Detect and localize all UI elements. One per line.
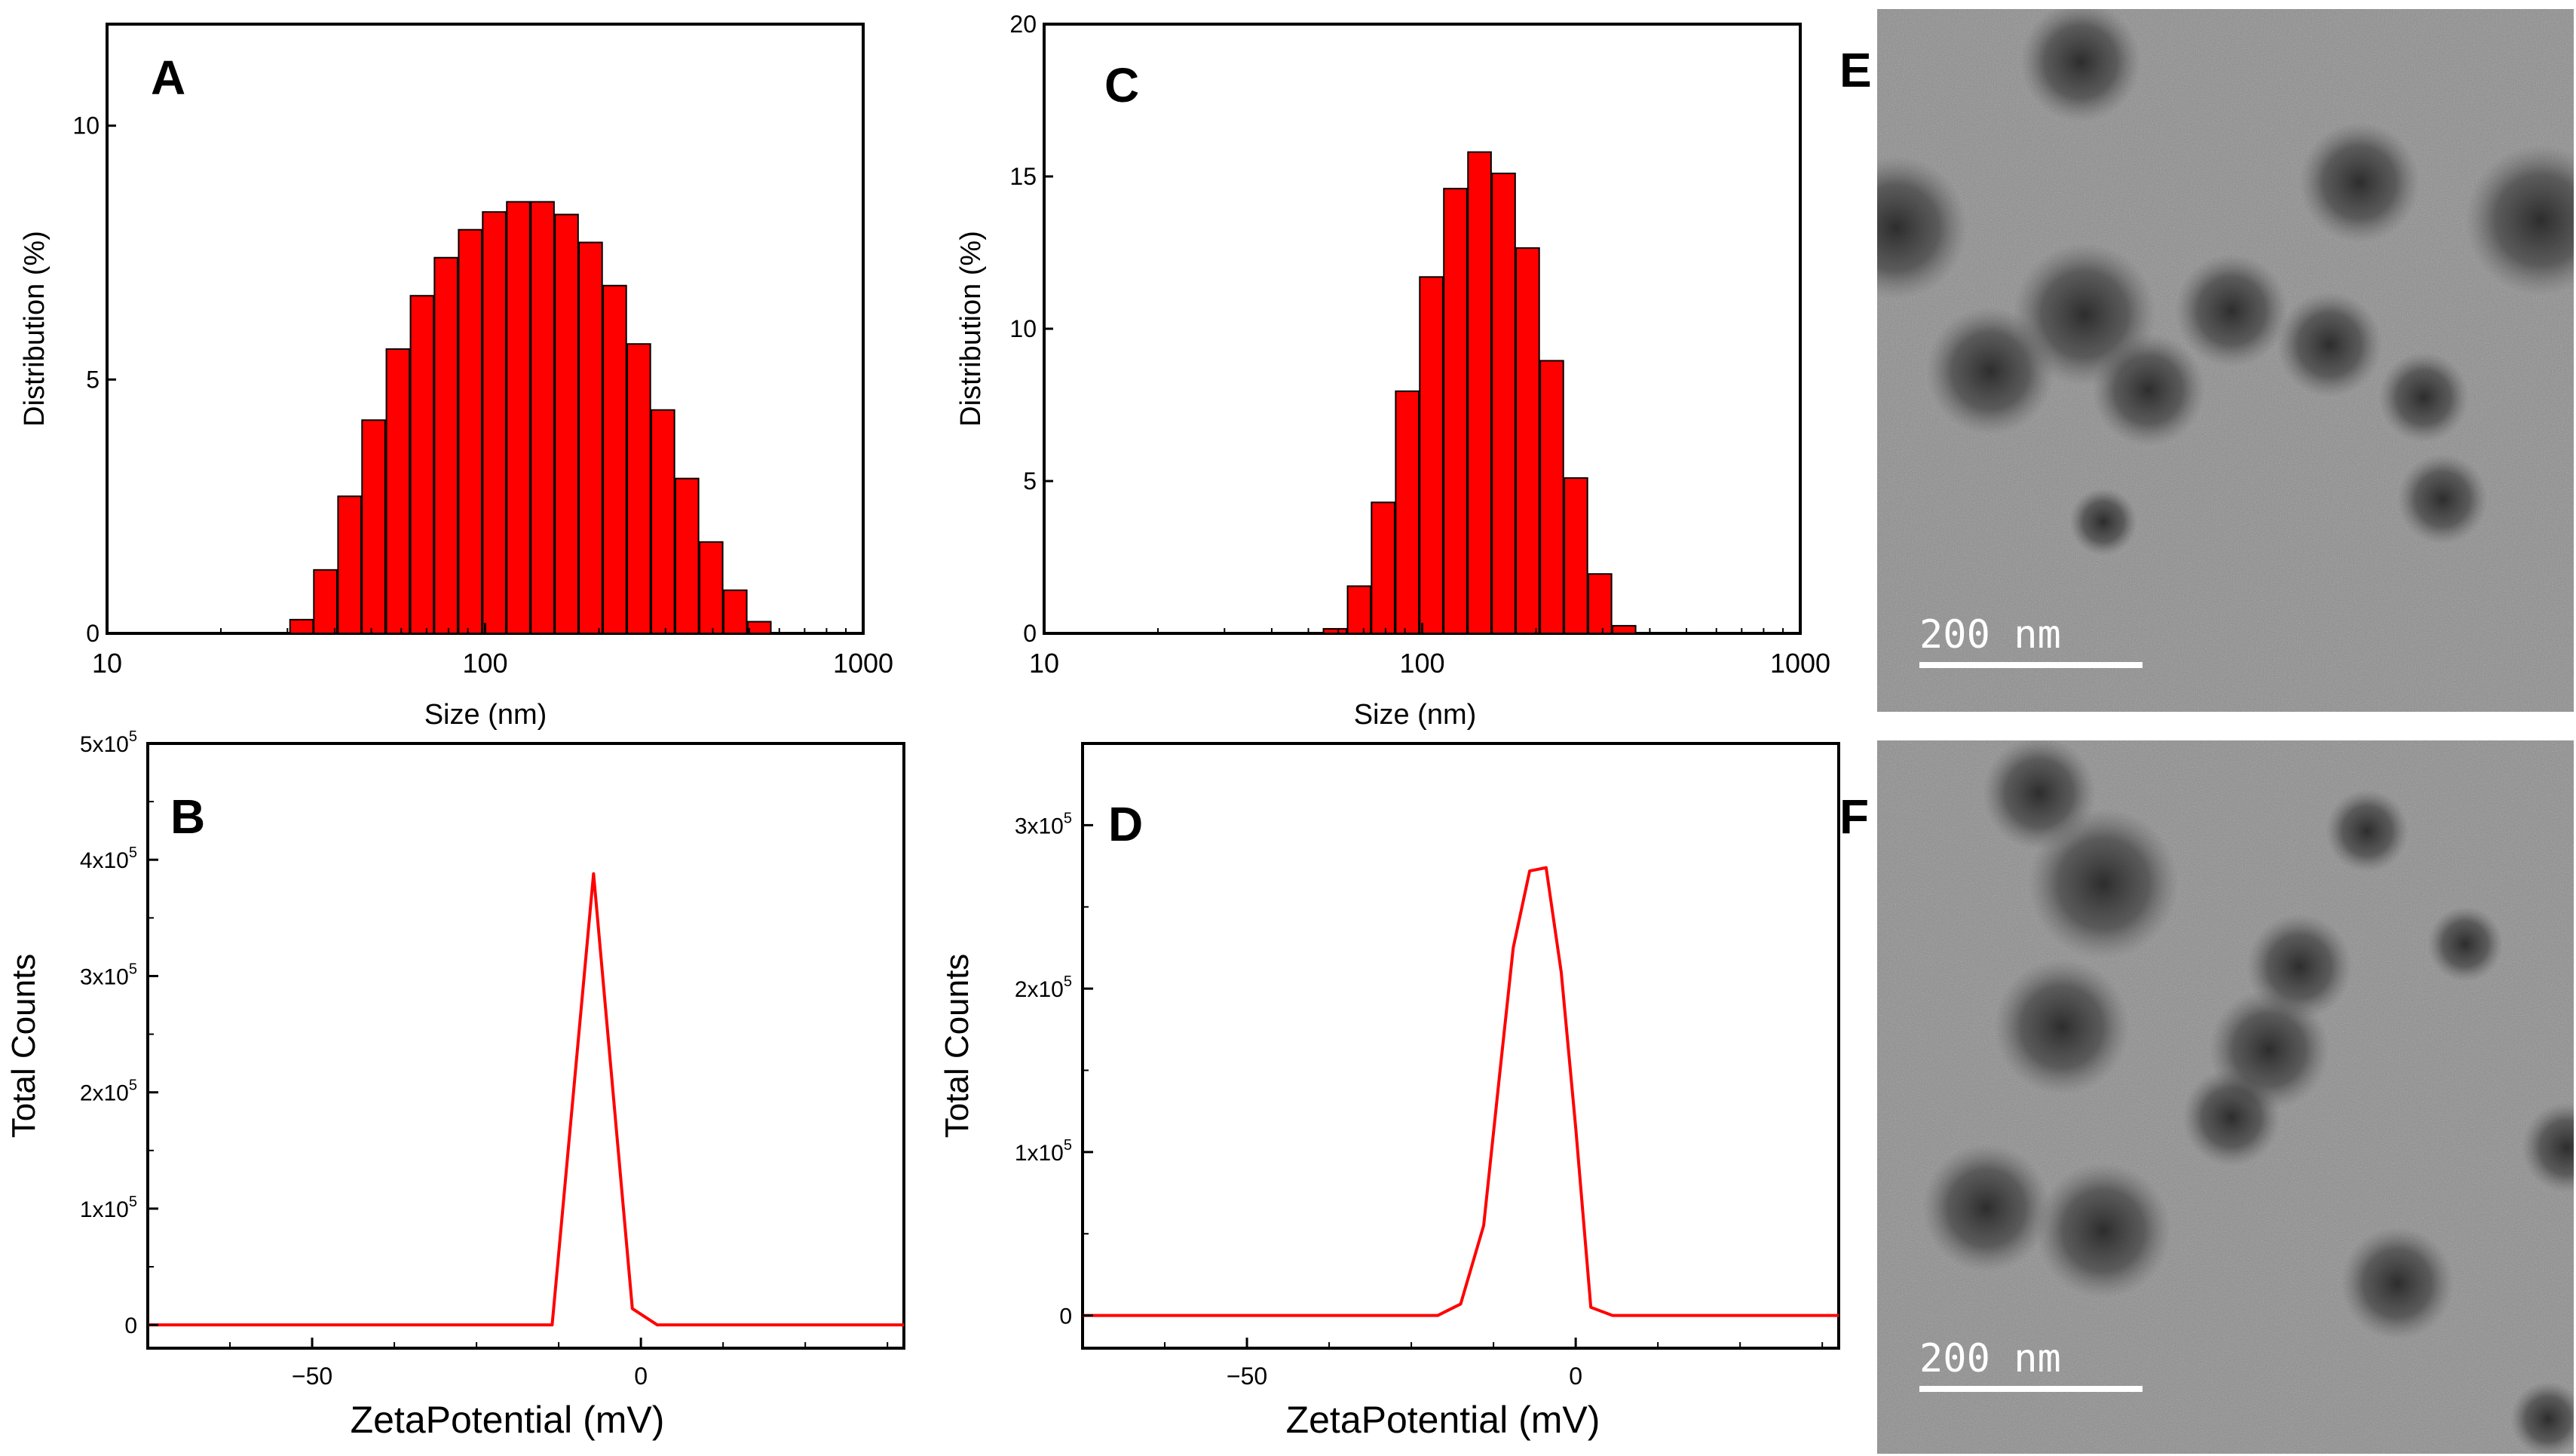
y-tick-label: 10 bbox=[72, 112, 100, 139]
bar bbox=[1395, 390, 1420, 634]
tem-e-scalebar-label: 200 nm bbox=[1919, 612, 2061, 657]
bar bbox=[1371, 501, 1395, 635]
y-tick-label: 2x105 bbox=[80, 1077, 137, 1106]
chart-c-ylabel: Distribution (%) bbox=[955, 231, 987, 427]
x-tick-label: 1000 bbox=[1770, 648, 1830, 679]
chart-a-size-distribution: A 0 5 10 10 100 1000 Size (nm) Distribution (… bbox=[19, 23, 893, 731]
bar bbox=[554, 213, 579, 634]
bar bbox=[626, 343, 651, 634]
y-tick-label: 5x105 bbox=[80, 728, 137, 757]
tem-e-scalebar bbox=[1919, 662, 2143, 668]
series-line bbox=[148, 872, 904, 1327]
y-tick-label: 10 bbox=[1009, 315, 1037, 342]
bar bbox=[289, 618, 314, 635]
chart-d-frame bbox=[1081, 742, 1840, 1350]
y-tick-label: 15 bbox=[1009, 163, 1037, 190]
chart-b-frame bbox=[146, 742, 905, 1350]
bar bbox=[578, 241, 603, 634]
bar bbox=[409, 295, 435, 634]
x-tick-label: 0 bbox=[634, 1363, 648, 1390]
bar bbox=[675, 477, 700, 635]
bar bbox=[506, 201, 531, 634]
bar bbox=[1515, 247, 1540, 634]
bar bbox=[1491, 172, 1516, 634]
bar bbox=[433, 256, 458, 634]
bar bbox=[1588, 573, 1613, 634]
y-tick-label: 3x105 bbox=[1015, 810, 1072, 838]
x-tick-label: 100 bbox=[1399, 648, 1444, 679]
y-tick-label: 0 bbox=[124, 1313, 137, 1338]
bar bbox=[746, 621, 772, 634]
bar bbox=[530, 201, 555, 634]
chart-c-size-distribution: C 0 5 10 15 20 10 100 1000 Size (nm) Distributi… bbox=[955, 11, 1830, 731]
bar bbox=[361, 419, 386, 634]
y-tick-label: 0 bbox=[1059, 1304, 1072, 1329]
bar bbox=[722, 589, 748, 634]
bar bbox=[1443, 188, 1468, 635]
bar bbox=[313, 569, 338, 634]
x-tick-label: −50 bbox=[1227, 1363, 1267, 1390]
chart-a-ylabel: Distribution (%) bbox=[19, 231, 51, 427]
bar bbox=[337, 495, 362, 635]
y-tick-label: 0 bbox=[86, 620, 100, 647]
x-tick-label: 0 bbox=[1569, 1363, 1582, 1390]
bar bbox=[385, 348, 411, 634]
tem-f-scalebar-label: 200 nm bbox=[1919, 1336, 2061, 1381]
tem-image-f: 200 nm bbox=[1877, 740, 2574, 1454]
bar bbox=[1419, 276, 1444, 634]
y-tick-label: 2x105 bbox=[1015, 973, 1072, 1002]
tem-image-f-texture bbox=[1877, 740, 2574, 1454]
panel-letter-f: F bbox=[1839, 789, 1869, 844]
chart-b-zeta-potential: B 0 1x105 2x105 3x105 4x105 5x105 −50 0 ZetaPot… bbox=[5, 728, 905, 1441]
bar bbox=[458, 228, 482, 634]
panel-letter-a: A bbox=[151, 51, 185, 105]
nanoparticles-f bbox=[1922, 740, 2574, 1454]
bar bbox=[1564, 477, 1588, 635]
x-tick-label: 100 bbox=[462, 648, 507, 679]
chart-d-ylabel: Total Counts bbox=[939, 954, 976, 1139]
y-tick-label: 1x105 bbox=[1015, 1137, 1072, 1166]
y-tick-label: 3x105 bbox=[80, 961, 137, 989]
panel-letter-b: B bbox=[170, 789, 205, 844]
y-tick-label: 0 bbox=[1023, 620, 1037, 647]
x-tick-label: 1000 bbox=[833, 648, 893, 679]
chart-b-xlabel: ZetaPotential (mV) bbox=[351, 1399, 665, 1441]
bar bbox=[602, 284, 627, 634]
bar bbox=[651, 409, 675, 634]
x-tick-label: 10 bbox=[1029, 648, 1059, 679]
tem-image-e: 200 nm bbox=[1877, 9, 2574, 712]
y-tick-label: 20 bbox=[1009, 11, 1037, 38]
bar bbox=[1322, 627, 1348, 635]
nanoparticles-e bbox=[1877, 9, 2574, 556]
chart-a-xlabel: Size (nm) bbox=[424, 699, 547, 731]
x-tick-label: 10 bbox=[92, 648, 122, 679]
chart-d-zeta-potential: D 0 1x105 2x105 3x105 −50 0 ZetaPotential (mV… bbox=[939, 742, 1840, 1441]
panel-letter-e: E bbox=[1839, 43, 1872, 97]
y-tick-label: 5 bbox=[1023, 467, 1037, 495]
series-line bbox=[1083, 866, 1839, 1317]
bar bbox=[1467, 151, 1492, 634]
x-tick-label: −50 bbox=[292, 1363, 332, 1390]
bar bbox=[1346, 585, 1372, 635]
chart-d-xlabel: ZetaPotential (mV) bbox=[1286, 1399, 1600, 1441]
bar bbox=[482, 211, 507, 634]
bar bbox=[699, 541, 724, 634]
tem-f-scalebar bbox=[1919, 1386, 2143, 1392]
chart-c-xlabel: Size (nm) bbox=[1354, 699, 1477, 731]
tem-image-e-texture bbox=[1877, 9, 2574, 712]
y-tick-label: 4x105 bbox=[80, 844, 137, 873]
bar bbox=[1539, 360, 1564, 634]
y-tick-label: 5 bbox=[86, 366, 100, 393]
chart-b-ylabel: Total Counts bbox=[5, 954, 42, 1139]
panel-letter-d: D bbox=[1108, 797, 1143, 851]
panel-letter-c: C bbox=[1104, 58, 1139, 112]
y-tick-label: 1x105 bbox=[80, 1194, 137, 1222]
bar bbox=[1612, 624, 1637, 635]
